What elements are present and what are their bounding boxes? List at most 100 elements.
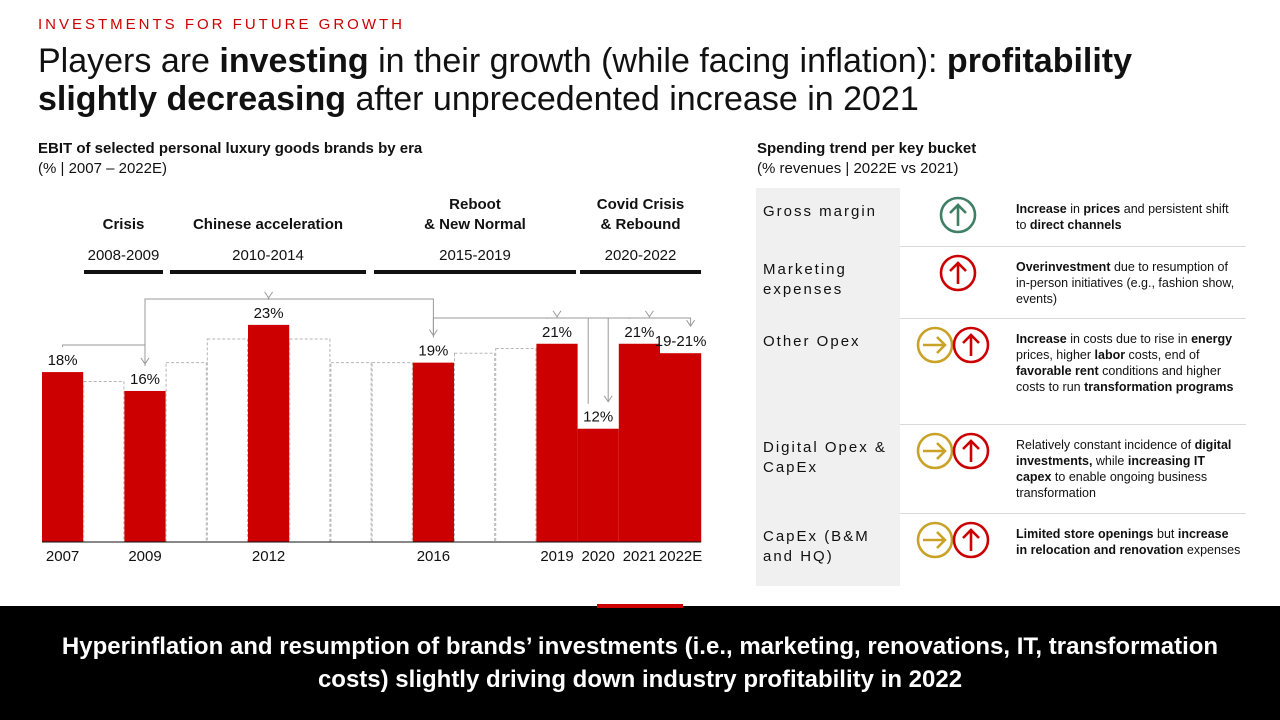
bar-2022E bbox=[660, 353, 702, 542]
data-label-2022E: 19-21% bbox=[655, 333, 707, 350]
tick-label-2020: 2020 bbox=[582, 548, 615, 565]
description-segment: labor bbox=[1094, 348, 1126, 362]
right-arrow-gold-icon bbox=[916, 326, 954, 369]
bar-2018 bbox=[495, 347, 537, 543]
connector-3 bbox=[268, 298, 434, 335]
spending-row-icons bbox=[939, 196, 1029, 236]
page-title: Players are investing in their growth (w… bbox=[38, 42, 1238, 118]
bar-2009 bbox=[124, 390, 166, 542]
bar-2019 bbox=[536, 343, 578, 542]
data-label-2012: 23% bbox=[254, 305, 284, 322]
spending-row: Digital Opex & CapEx Relatively constant … bbox=[756, 424, 1246, 513]
description-segment: in costs due to rise in bbox=[1066, 332, 1192, 346]
description-segment: increase in relocation and renovation bbox=[1016, 527, 1229, 557]
era-name-2: Chinese acceleration bbox=[193, 216, 343, 233]
description-segment: in bbox=[1066, 202, 1084, 216]
description-segment: digital investments, bbox=[1016, 438, 1232, 468]
description-segment: prices, higher bbox=[1016, 348, 1095, 362]
era-period-2: 2010-2014 bbox=[232, 247, 304, 264]
bar-2013 bbox=[289, 338, 331, 543]
era-bracket-1 bbox=[84, 270, 163, 274]
data-label-2009: 16% bbox=[130, 371, 160, 388]
era-bracket-4 bbox=[580, 270, 701, 274]
description-segment: Increase bbox=[1016, 202, 1067, 216]
spending-subheading: (% revenues | 2022E vs 2021) bbox=[757, 160, 959, 177]
connector-4-arrowhead bbox=[552, 310, 562, 318]
bar-2012 bbox=[248, 324, 290, 542]
spending-row-icons bbox=[916, 326, 1006, 366]
row-divider bbox=[900, 424, 1246, 425]
description-segment: prices bbox=[1083, 202, 1121, 216]
title-part-2: investing bbox=[219, 42, 369, 80]
bar-2017 bbox=[454, 352, 496, 543]
connector-7-arrowhead bbox=[686, 319, 696, 328]
up-arrow-red-icon bbox=[952, 521, 990, 564]
description-segment: to enable ongoing business transformatio… bbox=[1016, 470, 1208, 500]
tick-label-2012: 2012 bbox=[252, 548, 285, 565]
spending-heading-block: Spending trend per key bucket (% revenue… bbox=[757, 139, 976, 179]
description-segment: favorable rent bbox=[1016, 364, 1099, 378]
footer-accent-line bbox=[597, 604, 683, 608]
connector-5-arrowhead bbox=[603, 395, 613, 403]
spending-row-icons bbox=[916, 521, 1006, 561]
description-segment: Limited store openings bbox=[1016, 527, 1154, 541]
description-segment: but bbox=[1153, 527, 1178, 541]
description-segment: transformation programs bbox=[1084, 380, 1234, 394]
description-segment: energy bbox=[1191, 332, 1233, 346]
era-period-4: 2020-2022 bbox=[605, 247, 677, 264]
connector-5 bbox=[546, 317, 609, 401]
description-segment: direct channels bbox=[1029, 218, 1122, 232]
bar-2016 bbox=[412, 362, 454, 542]
tick-label-2007: 2007 bbox=[46, 548, 79, 565]
era-name-3-line2: & New Normal bbox=[424, 216, 526, 233]
up-arrow-red-icon bbox=[952, 326, 990, 369]
up-arrow-red-icon bbox=[952, 432, 990, 475]
tick-label-2016: 2016 bbox=[417, 548, 450, 565]
era-name-4: Covid Crisis bbox=[597, 196, 685, 213]
description-segment: conditions and higher costs to run bbox=[1016, 364, 1221, 394]
spending-row: Gross margin Increase in prices and persi… bbox=[756, 188, 1246, 246]
section-kicker: INVESTMENTS FOR FUTURE GROWTH bbox=[38, 16, 405, 33]
connector-6-arrowhead bbox=[644, 310, 654, 318]
connector-2-arrowhead bbox=[264, 291, 274, 299]
spending-label-panel bbox=[756, 188, 900, 586]
spending-row: Other Opex Increase in costs due to rise … bbox=[756, 318, 1246, 424]
bar-2015 bbox=[371, 362, 413, 543]
row-divider bbox=[900, 513, 1246, 514]
title-part-4: profitability slightly decreasing bbox=[38, 42, 1133, 118]
description-segment: expenses bbox=[1183, 543, 1241, 557]
tick-label-2019: 2019 bbox=[540, 548, 573, 565]
data-label-2016: 19% bbox=[418, 343, 448, 360]
era-bracket-3 bbox=[374, 270, 576, 274]
tick-label-2022E: 2022E bbox=[659, 548, 702, 565]
bar-2007 bbox=[42, 372, 84, 542]
data-label-2020: 12% bbox=[583, 409, 613, 426]
description-segment: and persistent shift to bbox=[1016, 202, 1229, 232]
data-label-2007: 18% bbox=[48, 352, 78, 369]
spending-row-label: Other Opex bbox=[763, 333, 861, 350]
footer-banner bbox=[0, 606, 1280, 720]
description-segment: Relatively constant incidence of bbox=[1016, 438, 1195, 452]
tick-label-2009: 2009 bbox=[128, 548, 161, 565]
spending-row-description: Overinvestment due to resumption of in-p… bbox=[1016, 259, 1241, 307]
description-segment: due to resumption of in-person initiativ… bbox=[1016, 260, 1235, 306]
era-name-3: Reboot bbox=[449, 196, 501, 213]
connector-7 bbox=[628, 317, 692, 326]
spending-row: Marketing expenses Overinvestment due to … bbox=[756, 246, 1246, 318]
right-arrow-gold-icon bbox=[916, 432, 954, 475]
up-arrow-green-icon bbox=[939, 196, 977, 239]
spending-row-icons bbox=[916, 432, 1006, 472]
spending-row-description: Relatively constant incidence of digital… bbox=[1016, 437, 1241, 501]
era-name-4-line2: & Rebound bbox=[601, 216, 681, 233]
chart-heading-block: EBIT of selected personal luxury goods b… bbox=[38, 139, 422, 179]
description-segment: Increase bbox=[1016, 332, 1067, 346]
right-arrow-gold-icon bbox=[916, 521, 954, 564]
description-segment: increasing IT capex bbox=[1016, 454, 1205, 484]
spending-row-description: Limited store openings but increase in r… bbox=[1016, 526, 1241, 558]
title-part-5: after unprecedented increase in 2021 bbox=[346, 80, 919, 118]
spending-row: CapEx (B&M and HQ) Limited store openings… bbox=[756, 513, 1246, 586]
row-divider bbox=[900, 318, 1246, 319]
bar-2011 bbox=[206, 338, 249, 543]
era-period-3: 2015-2019 bbox=[439, 247, 511, 264]
spending-row-description: Increase in costs due to rise in energy … bbox=[1016, 331, 1241, 395]
